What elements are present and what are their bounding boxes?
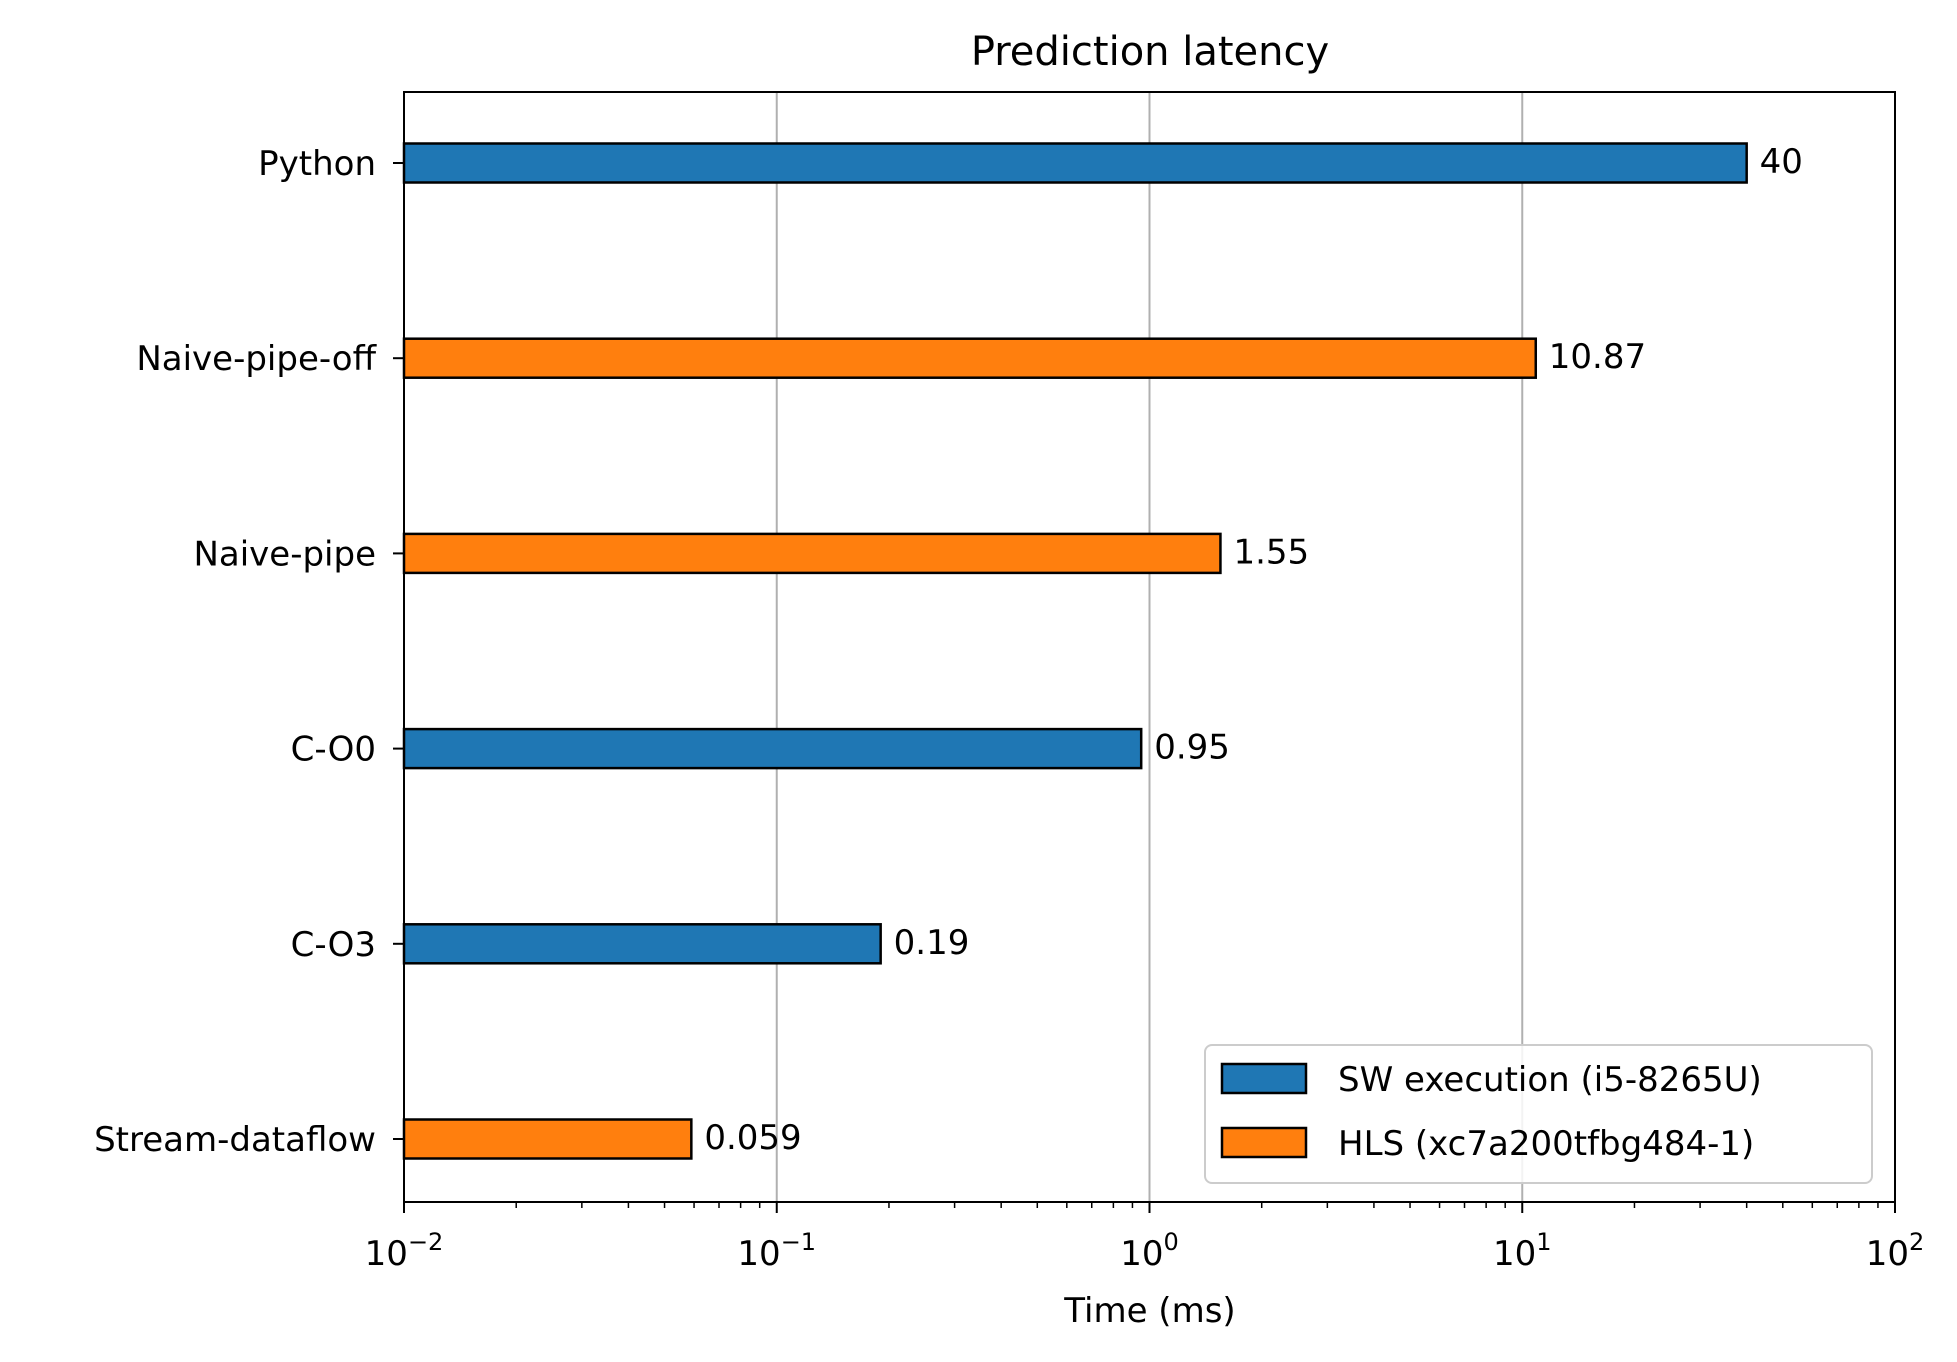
bar: [402, 337, 1538, 379]
y-axis: Python Naive-pipe-off Naive-pipe C-O0 C-O3 St…: [94, 144, 404, 1160]
y-tick-label: Stream-dataflow: [94, 1120, 376, 1160]
y-tick-label: C-O0: [291, 730, 376, 770]
legend: SW execution (i5-8265U) HLS (xc7a200tfbg…: [1204, 1044, 1873, 1184]
bar-value-label: 0.95: [1154, 728, 1230, 768]
bar-value-label: 40: [1760, 142, 1803, 182]
y-tick-label: C-O3: [291, 925, 376, 965]
legend-swatch-hls: [1220, 1126, 1308, 1159]
x-axis: 10−2 10−1 100 101 102: [365, 1202, 1925, 1274]
x-tick-label: 102: [1866, 1228, 1925, 1274]
y-tick-label: Naive-pipe: [193, 534, 376, 574]
x-tick-label: 101: [1493, 1228, 1552, 1274]
bars: 40 10.87 1.55 0.95 0.19 0.059: [402, 142, 1803, 1160]
x-axis-label: Time (ms): [1063, 1291, 1235, 1331]
bar: [402, 142, 1748, 184]
bar: [402, 1118, 693, 1160]
legend-label-sw: SW execution (i5-8265U): [1338, 1060, 1762, 1100]
legend-label-hls: HLS (xc7a200tfbg484-1): [1338, 1124, 1754, 1164]
x-tick-label: 10−1: [737, 1228, 816, 1274]
bar: [402, 727, 1143, 770]
grid-lines: [775, 92, 1524, 1202]
y-tick-label: Python: [258, 144, 376, 184]
bar: [402, 923, 882, 965]
chart-title: Prediction latency: [971, 29, 1329, 75]
bar-value-label: 0.059: [704, 1118, 801, 1158]
x-tick-label: 100: [1120, 1228, 1179, 1274]
x-tick-label: 10−2: [365, 1228, 444, 1274]
bar-value-label: 10.87: [1549, 337, 1646, 377]
y-tick-label: Naive-pipe-off: [136, 339, 377, 379]
bar-value-label: 1.55: [1233, 532, 1309, 572]
bar: [402, 532, 1222, 575]
bar-value-label: 0.19: [894, 923, 970, 963]
legend-frame: [1204, 1044, 1873, 1184]
legend-swatch-sw: [1220, 1062, 1308, 1095]
